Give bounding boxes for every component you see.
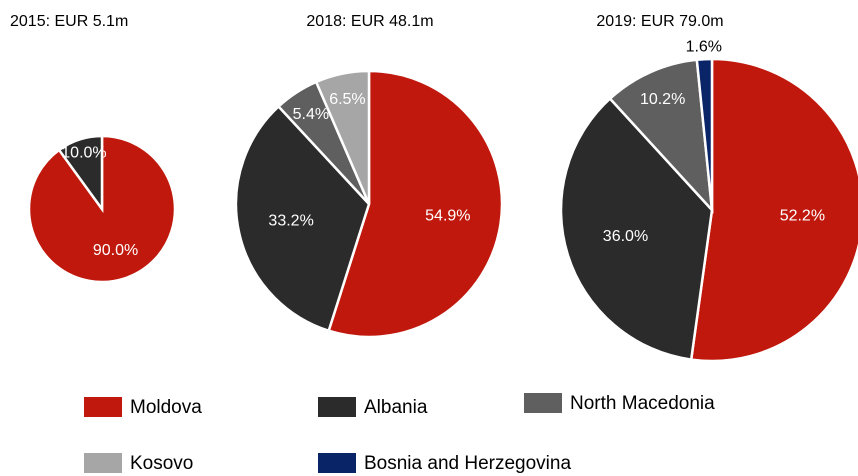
data-label: 36.0%: [603, 228, 648, 245]
legend-label: Moldova: [130, 397, 202, 418]
pie-slice: [559, 96, 714, 361]
legend-swatch: [318, 453, 356, 473]
data-label: 52.2%: [780, 207, 825, 224]
pie-slice: [234, 104, 371, 333]
pie-slice: [314, 69, 371, 205]
chart-title: 2015: EUR 5.1m: [10, 13, 128, 30]
pie-slice: [689, 57, 858, 363]
pie-slice: [57, 134, 104, 213]
legend-label: Albania: [364, 397, 428, 418]
data-label: 10.2%: [640, 91, 685, 108]
data-label: 1.6%: [686, 38, 722, 55]
data-label: 33.2%: [268, 213, 313, 230]
pie-slice: [608, 58, 714, 214]
legend-swatch: [318, 397, 356, 417]
data-label: 90.0%: [93, 242, 138, 259]
data-label: 6.5%: [329, 91, 365, 108]
data-label: 5.4%: [293, 106, 329, 123]
legend-label: Kosovo: [130, 453, 193, 474]
data-label: 54.9%: [425, 207, 470, 224]
legend-swatch: [524, 393, 562, 413]
chart-title: 2019: EUR 79.0m: [596, 13, 723, 30]
pie-slice: [327, 69, 504, 339]
legend-swatch: [84, 453, 122, 473]
pie-slice: [695, 57, 714, 211]
legend-label: North Macedonia: [570, 393, 715, 414]
legend-swatch: [84, 397, 122, 417]
legend-label: Bosnia and Herzegovina: [364, 453, 571, 474]
chart-title: 2018: EUR 48.1m: [306, 13, 433, 30]
data-label: 10.0%: [61, 145, 106, 162]
